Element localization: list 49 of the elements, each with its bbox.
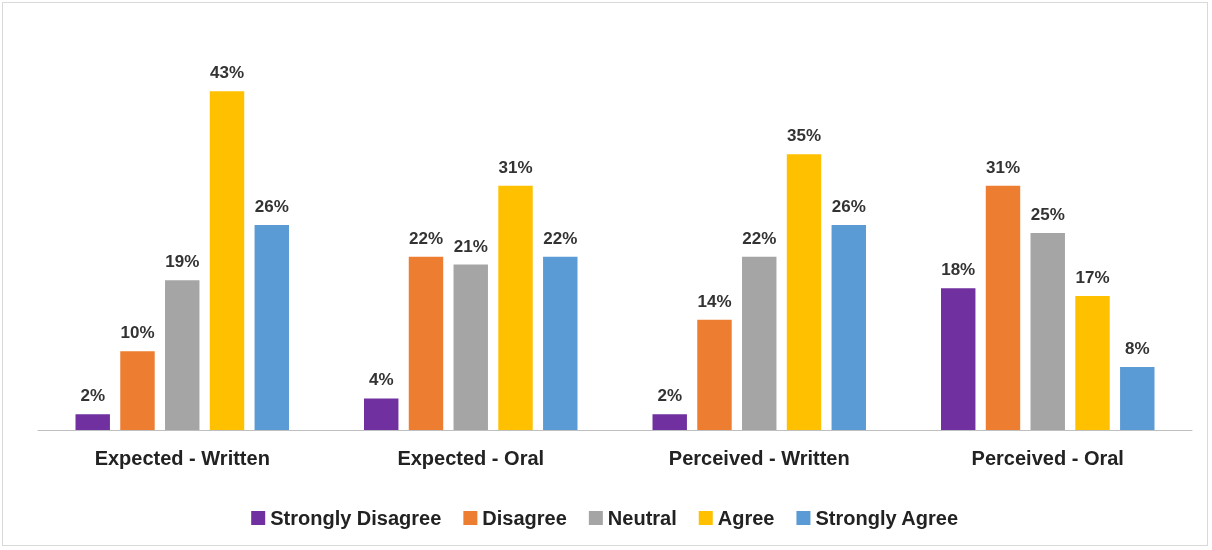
data-label: 43% [210,63,245,83]
bar [941,288,976,430]
data-label: 2% [657,386,683,406]
x-tick-label: Expected - Oral [397,447,545,469]
bar [831,225,866,430]
bar [652,414,687,430]
data-label: 17% [1075,268,1110,288]
legend-label: Strongly Agree [815,507,959,529]
legend-label: Agree [717,507,775,529]
data-label: 19% [165,252,200,272]
bar [75,414,110,430]
data-label: 10% [120,323,155,343]
bar [165,280,200,430]
bar [453,264,488,430]
data-label: 26% [254,197,289,217]
legend-label: Neutral [607,507,677,529]
data-label: 2% [80,386,106,406]
data-label: 22% [543,228,578,248]
data-label: 26% [831,197,866,217]
data-label: 18% [941,260,976,280]
legend-label: Disagree [482,507,567,529]
data-label: 31% [985,157,1020,177]
data-label: 4% [368,370,394,390]
data-label: 31% [498,157,533,177]
bar [697,319,732,430]
data-label: 35% [787,126,822,146]
bar [364,398,399,430]
data-label: 8% [1124,338,1150,358]
data-label: 22% [742,228,777,248]
bar [120,351,155,430]
data-label: 14% [697,291,732,311]
bar [209,91,245,430]
x-tick-label: Perceived - Oral [971,447,1124,469]
data-label: 25% [1030,205,1065,224]
data-label: 21% [453,236,488,256]
bar [985,185,1021,430]
bar [543,256,578,430]
bar [254,225,289,430]
data-label: 22% [408,228,443,248]
bar [408,256,444,430]
bar [498,185,533,430]
bar [1030,233,1065,430]
x-tick-label: Expected - Written [94,447,270,469]
bar [742,256,777,430]
x-tick-label: Perceived - Written [668,447,850,469]
bar [1120,366,1155,430]
bar [786,154,822,430]
bar [1075,296,1110,430]
legend-label: Strongly Disagree [270,507,442,529]
